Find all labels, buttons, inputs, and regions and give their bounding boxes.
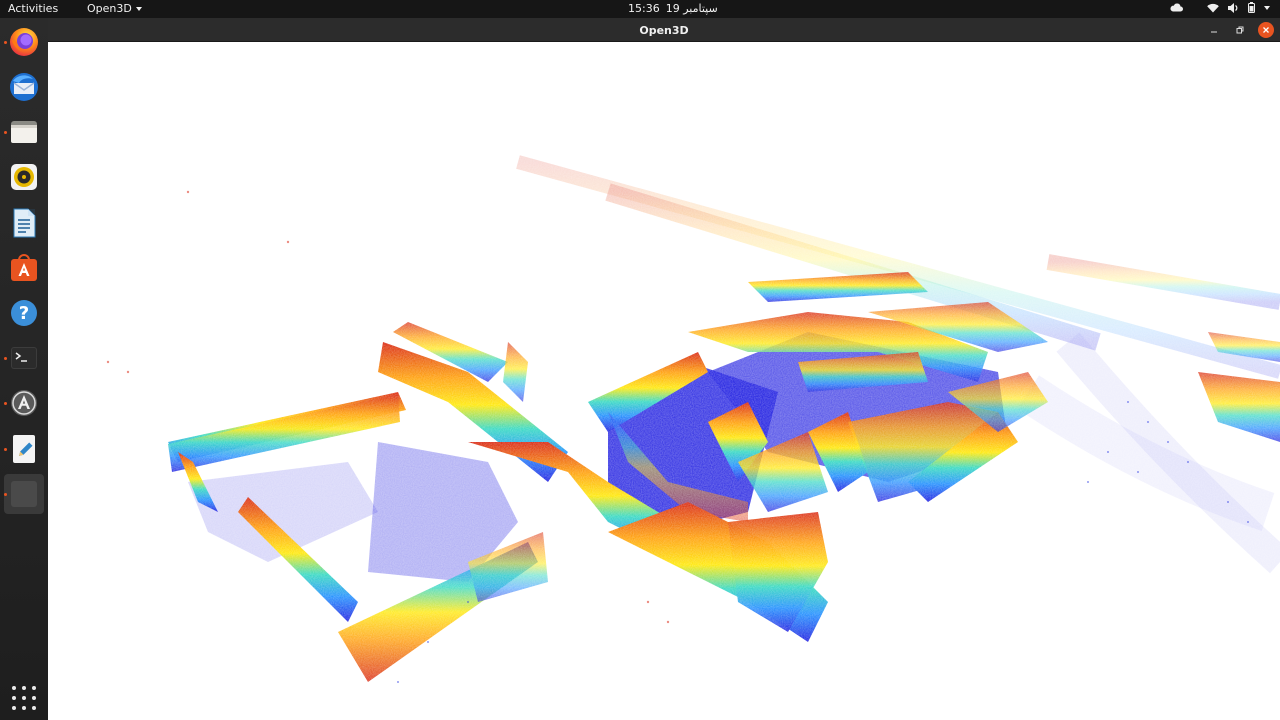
activities-button[interactable]: Activities	[8, 2, 59, 15]
dock-item-help[interactable]: ?	[4, 293, 44, 333]
rhythmbox-icon	[11, 164, 37, 190]
dock-item-rhythmbox[interactable]	[4, 157, 44, 197]
system-tray[interactable]	[1170, 2, 1270, 13]
app-menu[interactable]: Open3D	[87, 2, 142, 15]
svg-text:?: ?	[19, 303, 29, 324]
files-icon	[11, 121, 37, 143]
cloud-icon[interactable]	[1170, 3, 1183, 12]
point-cloud-viewport[interactable]	[48, 42, 1280, 720]
terminal-icon	[11, 347, 37, 369]
open3d-window-icon	[11, 481, 37, 507]
writer-icon	[13, 208, 36, 238]
caret-down-icon	[135, 7, 142, 11]
restore-icon	[1236, 26, 1244, 34]
clock-date: 19 سپتامبر	[665, 2, 718, 15]
running-indicator	[4, 448, 7, 451]
battery-icon[interactable]	[1248, 2, 1255, 13]
thunderbird-icon	[10, 73, 38, 101]
running-indicator	[4, 131, 7, 134]
software-updater-icon	[11, 390, 37, 416]
dock-item-software-updater[interactable]	[4, 383, 44, 423]
minimize-icon	[1211, 31, 1217, 33]
running-indicator	[4, 357, 7, 360]
wifi-icon[interactable]	[1207, 3, 1219, 13]
window-titlebar[interactable]: Open3D	[48, 18, 1280, 42]
dock-item-text-editor[interactable]	[4, 429, 44, 469]
dock-item-open3d[interactable]	[4, 474, 44, 514]
point-cloud-render	[48, 42, 1280, 720]
text-editor-icon	[13, 435, 35, 463]
dock-item-files[interactable]	[4, 112, 44, 152]
maximize-button[interactable]	[1232, 22, 1248, 38]
dock-item-terminal[interactable]	[4, 338, 44, 378]
dock-item-writer[interactable]	[4, 203, 44, 243]
firefox-icon	[10, 28, 38, 56]
clock-time: 15:36	[628, 2, 660, 15]
open3d-window: Open3D	[48, 18, 1280, 720]
clock[interactable]: 15:36 19 سپتامبر	[628, 2, 718, 15]
dock-item-firefox[interactable]	[4, 22, 44, 62]
app-center-icon	[11, 254, 37, 281]
running-indicator	[4, 402, 7, 405]
app-menu-label: Open3D	[87, 2, 132, 15]
dock-item-thunderbird[interactable]	[4, 67, 44, 107]
running-indicator	[4, 41, 7, 44]
running-indicator	[4, 493, 7, 496]
minimize-button[interactable]	[1206, 22, 1222, 38]
volume-icon[interactable]	[1228, 2, 1239, 13]
power-menu-caret-icon[interactable]	[1264, 5, 1270, 10]
dock-item-app-center[interactable]	[4, 248, 44, 288]
top-bar: Activities Open3D 15:36 19 سپتامبر	[0, 0, 1280, 18]
help-icon: ?	[11, 300, 37, 326]
close-icon	[1263, 27, 1269, 33]
window-title: Open3D	[639, 24, 689, 37]
dock: ?	[0, 18, 48, 720]
close-button[interactable]	[1258, 22, 1274, 38]
show-applications-button[interactable]	[12, 686, 36, 710]
